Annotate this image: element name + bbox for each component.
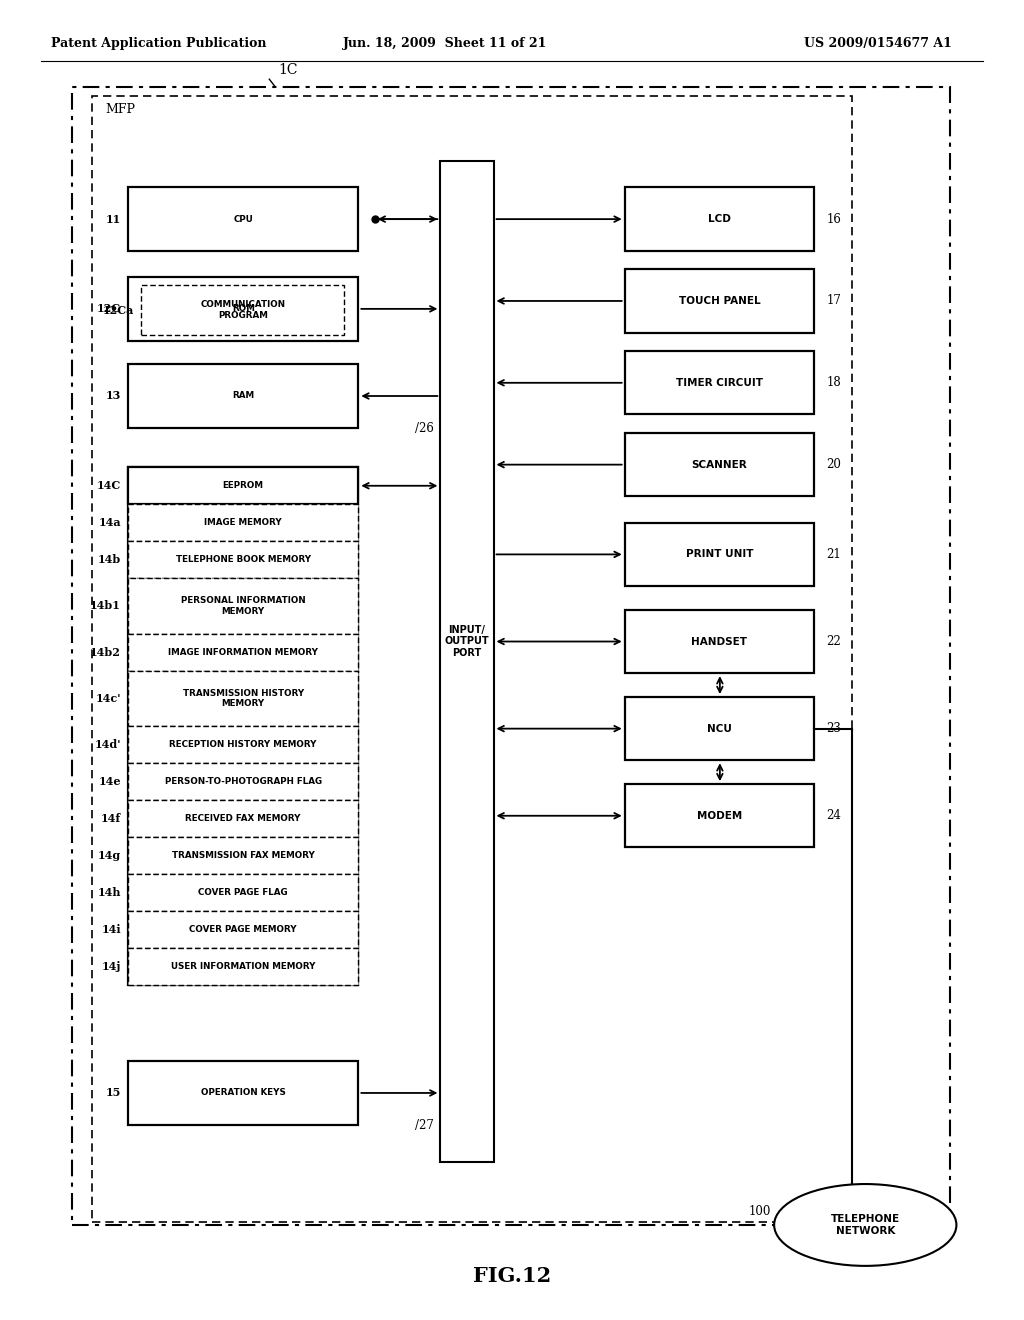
Text: 14b: 14b bbox=[97, 554, 121, 565]
Bar bbox=[625, 433, 814, 496]
Bar bbox=[128, 800, 358, 837]
Bar bbox=[625, 351, 814, 414]
Bar bbox=[625, 187, 814, 251]
Text: EEPROM: EEPROM bbox=[222, 482, 264, 490]
Text: NCU: NCU bbox=[707, 723, 732, 734]
Text: 22: 22 bbox=[826, 635, 841, 648]
Text: COVER PAGE MEMORY: COVER PAGE MEMORY bbox=[189, 925, 297, 933]
Bar bbox=[625, 784, 814, 847]
Bar bbox=[128, 504, 358, 541]
Text: 1C: 1C bbox=[279, 62, 298, 77]
Text: 100: 100 bbox=[749, 1205, 771, 1218]
Text: 14d': 14d' bbox=[94, 739, 121, 750]
Text: RECEPTION HISTORY MEMORY: RECEPTION HISTORY MEMORY bbox=[169, 741, 317, 748]
Text: PERSON-TO-PHOTOGRAPH FLAG: PERSON-TO-PHOTOGRAPH FLAG bbox=[165, 777, 322, 785]
Bar bbox=[625, 269, 814, 333]
Text: FIG.12: FIG.12 bbox=[473, 1266, 551, 1287]
Text: 14c': 14c' bbox=[95, 693, 121, 704]
Text: 17: 17 bbox=[826, 294, 842, 308]
Text: 11: 11 bbox=[105, 214, 121, 224]
Text: 24: 24 bbox=[826, 809, 842, 822]
Bar bbox=[625, 523, 814, 586]
Bar bbox=[141, 285, 344, 335]
Text: /27: /27 bbox=[416, 1119, 434, 1133]
Text: Patent Application Publication: Patent Application Publication bbox=[51, 37, 266, 50]
Text: 14h: 14h bbox=[97, 887, 121, 898]
Text: 14b1: 14b1 bbox=[90, 601, 121, 611]
Bar bbox=[72, 87, 950, 1225]
Text: RECEIVED FAX MEMORY: RECEIVED FAX MEMORY bbox=[185, 814, 301, 822]
Bar bbox=[128, 467, 358, 504]
Text: HANDSET: HANDSET bbox=[691, 636, 748, 647]
Ellipse shape bbox=[774, 1184, 956, 1266]
Text: TRANSMISSION HISTORY
MEMORY: TRANSMISSION HISTORY MEMORY bbox=[182, 689, 304, 708]
Text: TELEPHONE BOOK MEMORY: TELEPHONE BOOK MEMORY bbox=[176, 556, 310, 564]
Text: CPU: CPU bbox=[233, 215, 253, 223]
Bar bbox=[128, 763, 358, 800]
Bar bbox=[128, 671, 358, 726]
Bar bbox=[128, 726, 358, 763]
Text: TELEPHONE
NETWORK: TELEPHONE NETWORK bbox=[830, 1214, 900, 1236]
Text: 15: 15 bbox=[105, 1088, 121, 1098]
Text: IMAGE INFORMATION MEMORY: IMAGE INFORMATION MEMORY bbox=[168, 648, 318, 656]
Text: 16: 16 bbox=[826, 213, 842, 226]
Text: LCD: LCD bbox=[708, 214, 731, 224]
Text: 14a: 14a bbox=[98, 517, 121, 528]
Text: 14C: 14C bbox=[96, 480, 121, 491]
Text: 12Ca: 12Ca bbox=[102, 305, 134, 315]
Text: US 2009/0154677 A1: US 2009/0154677 A1 bbox=[805, 37, 952, 50]
Text: 14j: 14j bbox=[101, 961, 121, 972]
Text: USER INFORMATION MEMORY: USER INFORMATION MEMORY bbox=[171, 962, 315, 970]
Text: ROM: ROM bbox=[231, 305, 255, 313]
Text: TOUCH PANEL: TOUCH PANEL bbox=[679, 296, 760, 306]
Bar bbox=[128, 277, 358, 341]
Text: 14b2: 14b2 bbox=[90, 647, 121, 657]
Text: PRINT UNIT: PRINT UNIT bbox=[686, 549, 753, 560]
Bar bbox=[128, 634, 358, 671]
Text: 21: 21 bbox=[826, 548, 841, 561]
Text: MFP: MFP bbox=[105, 103, 135, 116]
Text: 14g: 14g bbox=[97, 850, 121, 861]
Bar bbox=[625, 610, 814, 673]
Text: SCANNER: SCANNER bbox=[691, 459, 748, 470]
Text: 13: 13 bbox=[105, 391, 121, 401]
Text: 20: 20 bbox=[826, 458, 842, 471]
Bar bbox=[128, 948, 358, 985]
Text: /26: /26 bbox=[416, 422, 434, 436]
Bar bbox=[128, 364, 358, 428]
Bar bbox=[128, 874, 358, 911]
Text: COVER PAGE FLAG: COVER PAGE FLAG bbox=[199, 888, 288, 896]
Bar bbox=[128, 837, 358, 874]
Bar bbox=[92, 96, 852, 1222]
Bar bbox=[625, 697, 814, 760]
Bar bbox=[128, 541, 358, 578]
Bar bbox=[440, 161, 494, 1162]
Text: PERSONAL INFORMATION
MEMORY: PERSONAL INFORMATION MEMORY bbox=[181, 597, 305, 615]
Text: 12C: 12C bbox=[96, 304, 121, 314]
Bar bbox=[128, 578, 358, 634]
Text: 14i: 14i bbox=[101, 924, 121, 935]
Bar bbox=[128, 911, 358, 948]
Text: 14f: 14f bbox=[100, 813, 121, 824]
Text: RAM: RAM bbox=[232, 392, 254, 400]
Text: TIMER CIRCUIT: TIMER CIRCUIT bbox=[676, 378, 763, 388]
Text: OPERATION KEYS: OPERATION KEYS bbox=[201, 1089, 286, 1097]
Text: COMMUNICATION
PROGRAM: COMMUNICATION PROGRAM bbox=[200, 301, 286, 319]
Text: 23: 23 bbox=[826, 722, 842, 735]
Text: TRANSMISSION FAX MEMORY: TRANSMISSION FAX MEMORY bbox=[172, 851, 314, 859]
Text: Jun. 18, 2009  Sheet 11 of 21: Jun. 18, 2009 Sheet 11 of 21 bbox=[343, 37, 548, 50]
Bar bbox=[128, 1061, 358, 1125]
Text: 14e: 14e bbox=[98, 776, 121, 787]
Text: IMAGE MEMORY: IMAGE MEMORY bbox=[205, 519, 282, 527]
Text: INPUT/
OUTPUT
PORT: INPUT/ OUTPUT PORT bbox=[444, 624, 489, 657]
Text: 18: 18 bbox=[826, 376, 841, 389]
Bar bbox=[128, 467, 358, 985]
Bar bbox=[128, 187, 358, 251]
Text: MODEM: MODEM bbox=[696, 810, 742, 821]
